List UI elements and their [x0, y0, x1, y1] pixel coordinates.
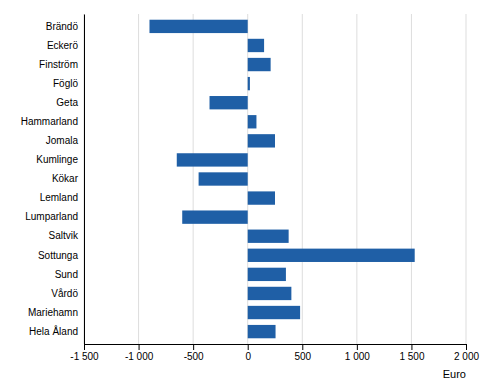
tick: Sottunga — [38, 250, 78, 261]
tick: 1 500 — [399, 344, 424, 362]
tick-label: -500 — [184, 351, 204, 362]
bar — [177, 153, 248, 166]
bar — [248, 115, 257, 128]
grid-line — [302, 14, 303, 344]
tick-label: Jomala — [46, 135, 79, 146]
grid-line — [84, 14, 85, 344]
tick-label: Finström — [39, 59, 78, 70]
tick: Finström — [39, 59, 78, 70]
tick-label: 500 — [294, 351, 311, 362]
tick-label: Lemland — [40, 192, 78, 203]
tick: 1 000 — [345, 344, 370, 362]
grid-line — [193, 14, 194, 344]
bar — [248, 39, 264, 52]
tick-mark — [357, 344, 358, 350]
bar — [248, 191, 275, 204]
chart: -1 500 -1 000 -500 0 500 1 000 1 500 2 000 Bränd… — [0, 0, 488, 388]
tick-mark — [466, 344, 467, 350]
tick-label: -1 500 — [70, 351, 99, 362]
bar — [149, 20, 247, 33]
tick: -1 000 — [125, 344, 154, 362]
tick: -500 — [184, 344, 204, 362]
tick-label: 1 500 — [399, 351, 424, 362]
bar — [248, 287, 292, 300]
tick-label: Geta — [56, 97, 78, 108]
y-axis: Brändö Eckerö Finström Föglö Geta Hammarland J… — [21, 15, 85, 345]
tick-mark — [302, 344, 303, 350]
tick: Kumlinge — [36, 154, 78, 165]
tick: Eckerö — [47, 40, 79, 51]
tick-mark — [193, 344, 194, 350]
tick-label: Föglö — [53, 78, 78, 89]
tick-label: Lumparland — [25, 211, 78, 222]
tick: 500 — [294, 344, 311, 362]
tick-mark — [411, 344, 412, 350]
tick: Jomala — [46, 135, 79, 146]
tick-label: Sottunga — [38, 250, 78, 261]
tick: Lumparland — [25, 211, 78, 222]
tick: 0 — [245, 344, 251, 362]
grid-line — [356, 14, 357, 344]
tick-label: 2 000 — [454, 351, 479, 362]
bar — [248, 325, 276, 338]
tick: Geta — [56, 97, 78, 108]
tick-label: Eckerö — [47, 40, 79, 51]
bar — [248, 230, 289, 243]
tick-mark — [84, 344, 85, 350]
bar — [248, 58, 271, 71]
x-axis-label: Euro — [443, 368, 466, 380]
x-axis: -1 500 -1 000 -500 0 500 1 000 1 500 2 000 — [70, 344, 479, 362]
tick-label: Mariehamn — [28, 307, 78, 318]
tick-label: Kökar — [52, 173, 79, 184]
tick: Brändö — [46, 21, 79, 32]
tick: Lemland — [40, 192, 78, 203]
tick-label: 1 000 — [345, 351, 370, 362]
tick: Vårdö — [51, 288, 78, 299]
bar — [248, 268, 286, 281]
bar — [248, 134, 275, 147]
axis-line — [84, 15, 85, 345]
tick-label: Sund — [55, 269, 78, 280]
bar — [199, 172, 248, 185]
tick-mark — [248, 344, 249, 350]
axis-line — [85, 345, 467, 351]
tick: Mariehamn — [28, 307, 78, 318]
tick-label: 0 — [245, 351, 251, 362]
tick-label: -1 000 — [125, 351, 154, 362]
tick-label: Kumlinge — [36, 154, 78, 165]
bar — [248, 306, 300, 319]
bars — [149, 20, 414, 339]
grid — [84, 14, 466, 344]
tick-label: Saltvik — [49, 230, 79, 241]
tick-label: Vårdö — [51, 288, 78, 299]
plot: -1 500 -1 000 -500 0 500 1 000 1 500 2 000 Bränd… — [21, 14, 480, 380]
tick: Hela Åland — [29, 325, 78, 337]
bar — [248, 77, 250, 90]
grid-line — [466, 14, 467, 344]
tick-mark — [139, 344, 140, 350]
tick: Föglö — [53, 78, 78, 89]
tick: Saltvik — [49, 230, 79, 241]
tick: Hammarland — [21, 116, 78, 127]
grid-line — [138, 14, 139, 344]
tick: Sund — [55, 269, 78, 280]
tick: Kökar — [52, 173, 79, 184]
bar — [210, 96, 248, 109]
tick: -1 500 — [70, 344, 99, 362]
tick-label: Brändö — [46, 21, 79, 32]
bar — [248, 249, 415, 262]
bar — [182, 210, 247, 223]
tick-label: Hammarland — [21, 116, 78, 127]
grid-line — [411, 14, 412, 344]
tick: 2 000 — [454, 344, 479, 362]
tick-label: Hela Åland — [29, 325, 78, 337]
